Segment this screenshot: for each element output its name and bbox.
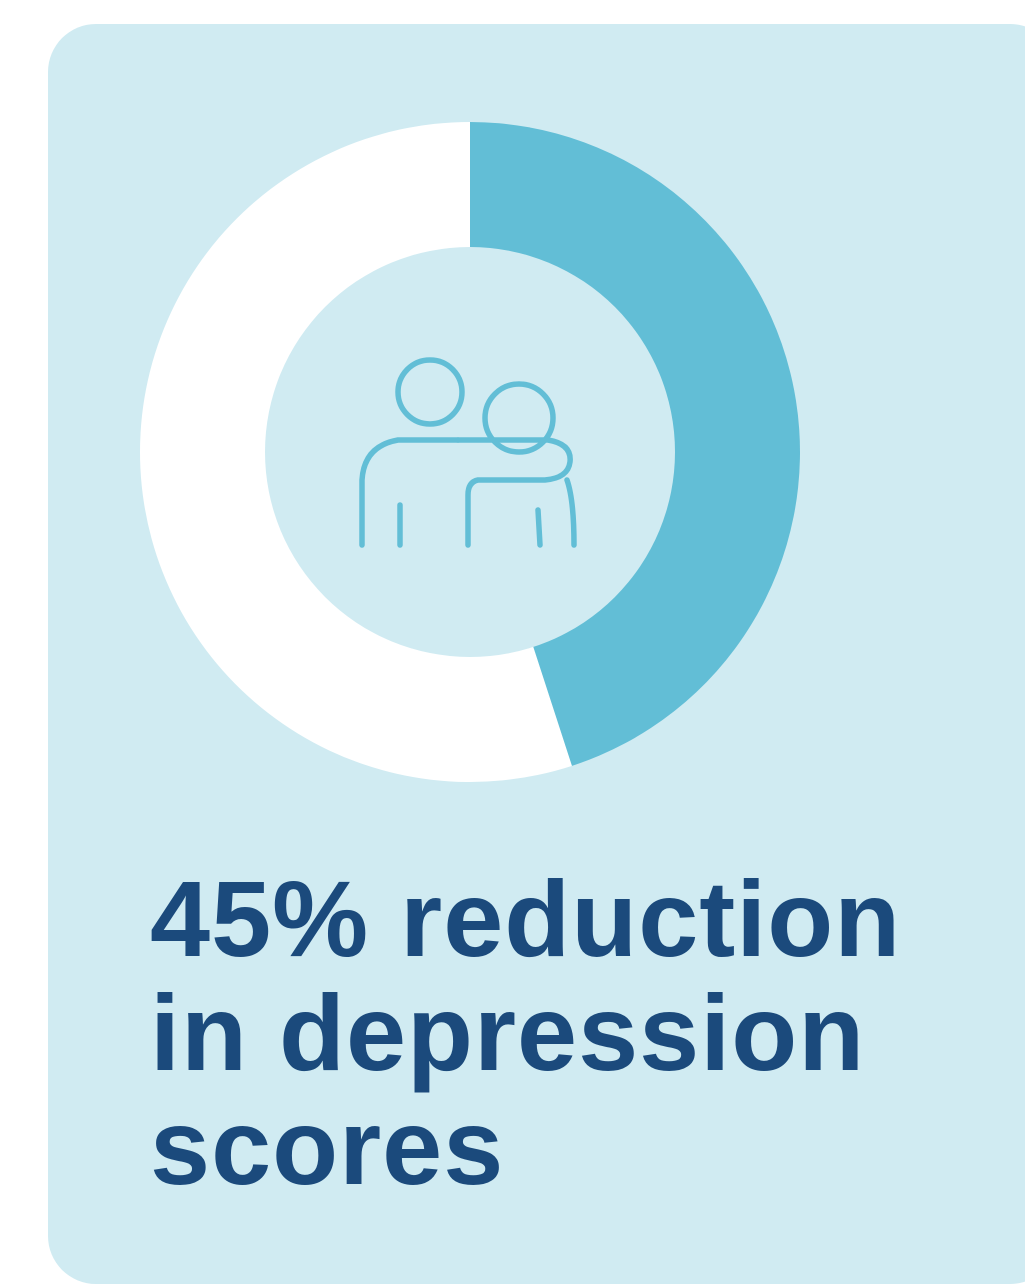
- people-support-icon: [359, 357, 577, 548]
- headline-line-2: in depression: [150, 972, 866, 1093]
- headline: 45% reduction in depression scores: [150, 862, 1010, 1204]
- donut-chart: [139, 122, 800, 782]
- headline-line-1: 45% reduction: [150, 858, 902, 979]
- donut-center: [265, 247, 675, 657]
- headline-line-3: scores: [150, 1086, 505, 1207]
